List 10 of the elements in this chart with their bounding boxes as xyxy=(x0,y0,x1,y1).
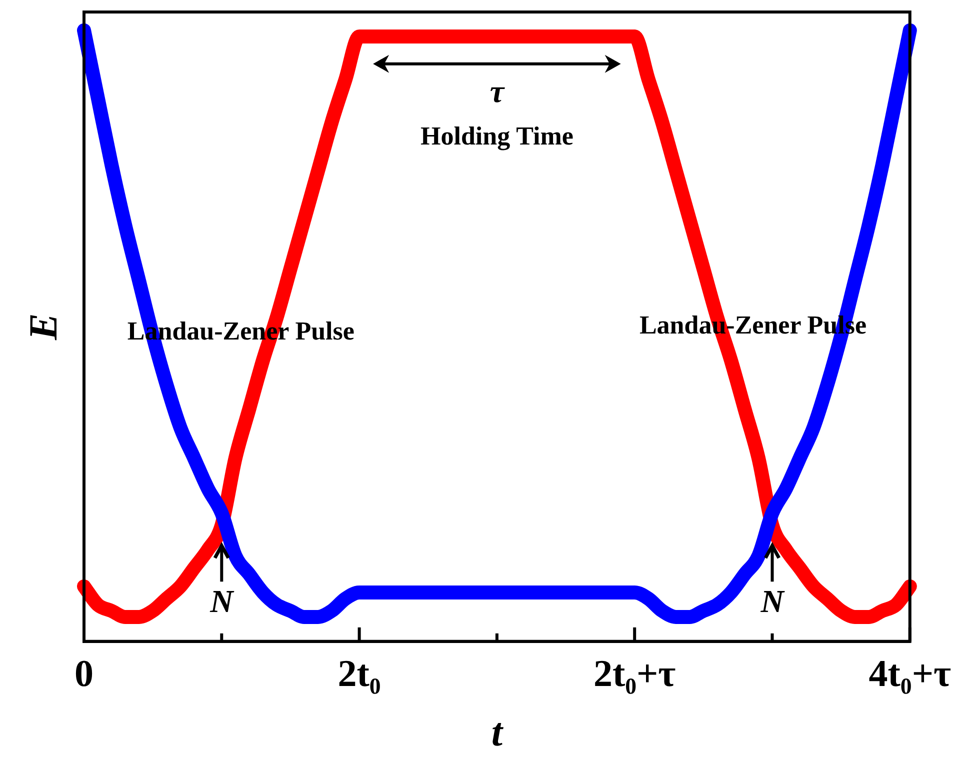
annotation: N xyxy=(760,582,786,619)
x-axis-title: t xyxy=(491,709,504,754)
annotation: τ xyxy=(490,73,506,110)
x-tick-label: 4t₀+τ xyxy=(868,653,952,696)
annotation: N xyxy=(209,582,236,619)
x-tick-label: 0 xyxy=(74,653,94,696)
annotation: Holding Time xyxy=(420,122,574,151)
x-tick-label: 2t₀+τ xyxy=(593,653,676,696)
y-axis-title: E xyxy=(20,313,66,342)
x-tick-label: 2t₀ xyxy=(338,653,381,696)
